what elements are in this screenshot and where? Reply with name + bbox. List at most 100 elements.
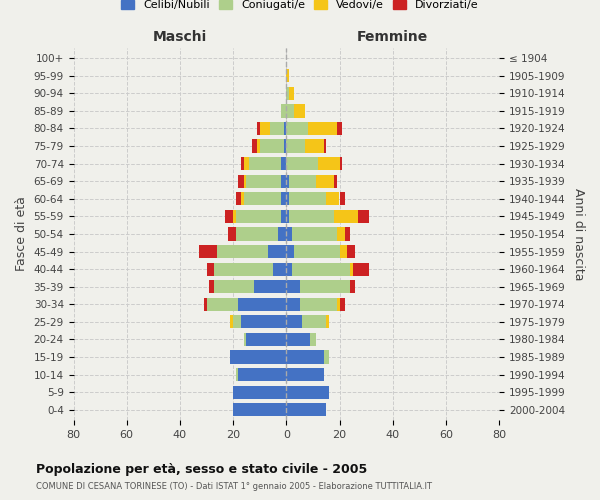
Bar	[233, 386, 286, 398]
Bar	[217, 245, 268, 258]
Bar	[209, 280, 214, 293]
Bar	[247, 333, 286, 346]
Bar	[289, 210, 334, 223]
Bar	[286, 333, 310, 346]
Bar	[286, 104, 294, 118]
Bar	[281, 192, 286, 205]
Bar	[286, 122, 308, 135]
Bar	[236, 228, 278, 240]
Bar	[268, 245, 286, 258]
Bar	[254, 280, 286, 293]
Bar	[233, 210, 236, 223]
Y-axis label: Fasce di età: Fasce di età	[15, 196, 28, 272]
Bar	[286, 368, 323, 381]
Bar	[292, 262, 350, 276]
Bar	[214, 280, 254, 293]
Bar	[337, 298, 340, 311]
Text: COMUNE DI CESANA TORINESE (TO) - Dati ISTAT 1° gennaio 2005 - Elaborazione TUTTI: COMUNE DI CESANA TORINESE (TO) - Dati IS…	[36, 482, 432, 491]
Bar	[281, 174, 286, 188]
Bar	[244, 192, 281, 205]
Bar	[345, 228, 350, 240]
Bar	[289, 192, 326, 205]
Bar	[305, 140, 323, 152]
Bar	[286, 316, 302, 328]
Bar	[326, 192, 340, 205]
Bar	[299, 280, 350, 293]
Bar	[247, 174, 281, 188]
Bar	[228, 228, 236, 240]
Text: Femmine: Femmine	[357, 30, 428, 44]
Bar	[260, 140, 284, 152]
Bar	[294, 104, 305, 118]
Text: Maschi: Maschi	[153, 30, 207, 44]
Bar	[286, 69, 289, 82]
Bar	[241, 157, 244, 170]
Legend: Celibi/Nubili, Coniugati/e, Vedovi/e, Divorziati/e: Celibi/Nubili, Coniugati/e, Vedovi/e, Di…	[117, 0, 483, 15]
Bar	[238, 174, 244, 188]
Bar	[286, 403, 326, 416]
Bar	[206, 298, 238, 311]
Bar	[271, 122, 284, 135]
Bar	[230, 350, 286, 364]
Bar	[233, 316, 241, 328]
Bar	[308, 122, 337, 135]
Bar	[244, 157, 249, 170]
Bar	[286, 86, 289, 100]
Bar	[350, 262, 353, 276]
Bar	[238, 298, 286, 311]
Bar	[323, 350, 329, 364]
Bar	[323, 140, 326, 152]
Bar	[281, 157, 286, 170]
Bar	[316, 174, 334, 188]
Bar	[278, 228, 286, 240]
Bar	[257, 122, 260, 135]
Bar	[260, 122, 271, 135]
Bar	[204, 298, 206, 311]
Bar	[286, 192, 289, 205]
Bar	[286, 350, 323, 364]
Bar	[286, 280, 299, 293]
Bar	[241, 192, 244, 205]
Bar	[252, 140, 257, 152]
Bar	[286, 245, 294, 258]
Bar	[214, 262, 273, 276]
Bar	[358, 210, 369, 223]
Bar	[292, 228, 337, 240]
Bar	[257, 140, 260, 152]
Bar	[286, 386, 329, 398]
Bar	[294, 245, 340, 258]
Bar	[249, 157, 281, 170]
Bar	[334, 174, 337, 188]
Bar	[273, 262, 286, 276]
Bar	[286, 174, 289, 188]
Bar	[244, 174, 247, 188]
Bar	[233, 403, 286, 416]
Bar	[326, 316, 329, 328]
Y-axis label: Anni di nascita: Anni di nascita	[572, 188, 585, 280]
Bar	[299, 298, 337, 311]
Bar	[353, 262, 369, 276]
Bar	[337, 122, 342, 135]
Bar	[225, 210, 233, 223]
Bar	[289, 86, 294, 100]
Bar	[334, 210, 358, 223]
Bar	[286, 210, 289, 223]
Bar	[199, 245, 217, 258]
Bar	[244, 333, 247, 346]
Bar	[238, 368, 286, 381]
Bar	[286, 157, 318, 170]
Bar	[284, 140, 286, 152]
Bar	[310, 333, 316, 346]
Bar	[340, 157, 342, 170]
Bar	[289, 174, 316, 188]
Bar	[236, 368, 238, 381]
Bar	[281, 104, 286, 118]
Bar	[230, 316, 233, 328]
Bar	[347, 245, 355, 258]
Bar	[337, 228, 345, 240]
Bar	[340, 192, 345, 205]
Bar	[281, 210, 286, 223]
Bar	[236, 192, 241, 205]
Bar	[286, 298, 299, 311]
Bar	[286, 140, 305, 152]
